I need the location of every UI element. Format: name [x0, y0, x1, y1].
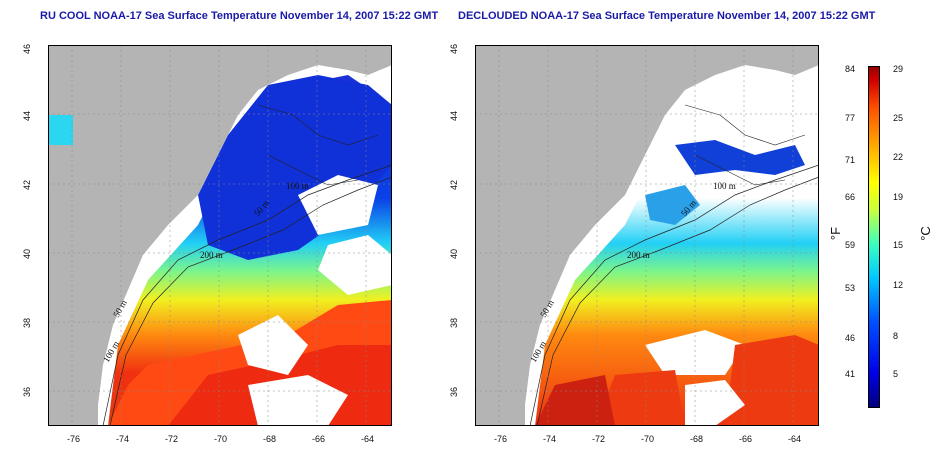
y-tick: 44: [449, 110, 460, 122]
right-panel-title: DECLOUDED NOAA-17 Sea Surface Temperatur…: [458, 10, 876, 22]
x-tick: -66: [739, 434, 753, 444]
x-tick: -76: [494, 434, 508, 444]
fahrenheit-unit: °F: [828, 226, 844, 241]
x-tick: -70: [214, 434, 228, 444]
x-tick: -74: [543, 434, 557, 444]
y-tick: 42: [449, 179, 460, 191]
svg-text:200 m: 200 m: [627, 250, 650, 260]
y-tick: 36: [22, 386, 33, 398]
c-tick: 29: [893, 64, 904, 74]
x-tick: -70: [641, 434, 655, 444]
svg-text:100 m: 100 m: [713, 181, 736, 191]
y-tick: 44: [22, 110, 33, 122]
y-tick: 46: [22, 43, 33, 55]
x-tick: -64: [788, 434, 802, 444]
c-tick: 5: [893, 369, 899, 379]
f-tick: 77: [845, 113, 856, 123]
left-sst-map: 100 m 50 m 200 m 50 m 100 m: [48, 45, 392, 426]
y-tick: 46: [449, 43, 460, 55]
land-mass: [48, 45, 392, 426]
x-tick: -76: [67, 434, 81, 444]
f-tick: 41: [845, 369, 856, 379]
x-tick: -72: [592, 434, 606, 444]
x-tick: -68: [690, 434, 704, 444]
f-tick: 84: [845, 64, 856, 74]
svg-text:200 m: 200 m: [200, 250, 223, 260]
temperature-colorbar: [868, 66, 880, 408]
f-tick: 46: [845, 333, 856, 343]
x-tick: -66: [312, 434, 326, 444]
x-tick: -74: [116, 434, 130, 444]
x-tick: -68: [263, 434, 277, 444]
c-tick: 15: [893, 240, 904, 250]
y-tick: 40: [22, 248, 33, 260]
c-tick: 12: [893, 280, 904, 290]
cloud-area: [238, 315, 308, 375]
left-panel-title: RU COOL NOAA-17 Sea Surface Temperature …: [40, 10, 439, 22]
y-tick: 40: [449, 248, 460, 260]
f-tick: 53: [845, 283, 856, 293]
f-tick: 71: [845, 155, 856, 165]
celsius-unit: °C: [917, 226, 933, 241]
isobath-contour: [102, 164, 392, 426]
f-tick: 66: [845, 192, 856, 202]
y-tick: 38: [449, 317, 460, 329]
y-tick: 38: [22, 317, 33, 329]
c-tick: 25: [893, 113, 904, 123]
c-tick: 8: [893, 331, 899, 341]
c-tick: 22: [893, 152, 904, 162]
contour-label: 100 m: [286, 181, 309, 191]
x-tick: -64: [361, 434, 375, 444]
y-tick: 42: [22, 179, 33, 191]
y-tick: 36: [449, 386, 460, 398]
f-tick: 59: [845, 240, 856, 250]
c-tick: 19: [893, 192, 904, 202]
right-sst-map: 100 m 50 m 200 m 50 m 100 m: [475, 45, 819, 426]
x-tick: -72: [165, 434, 179, 444]
